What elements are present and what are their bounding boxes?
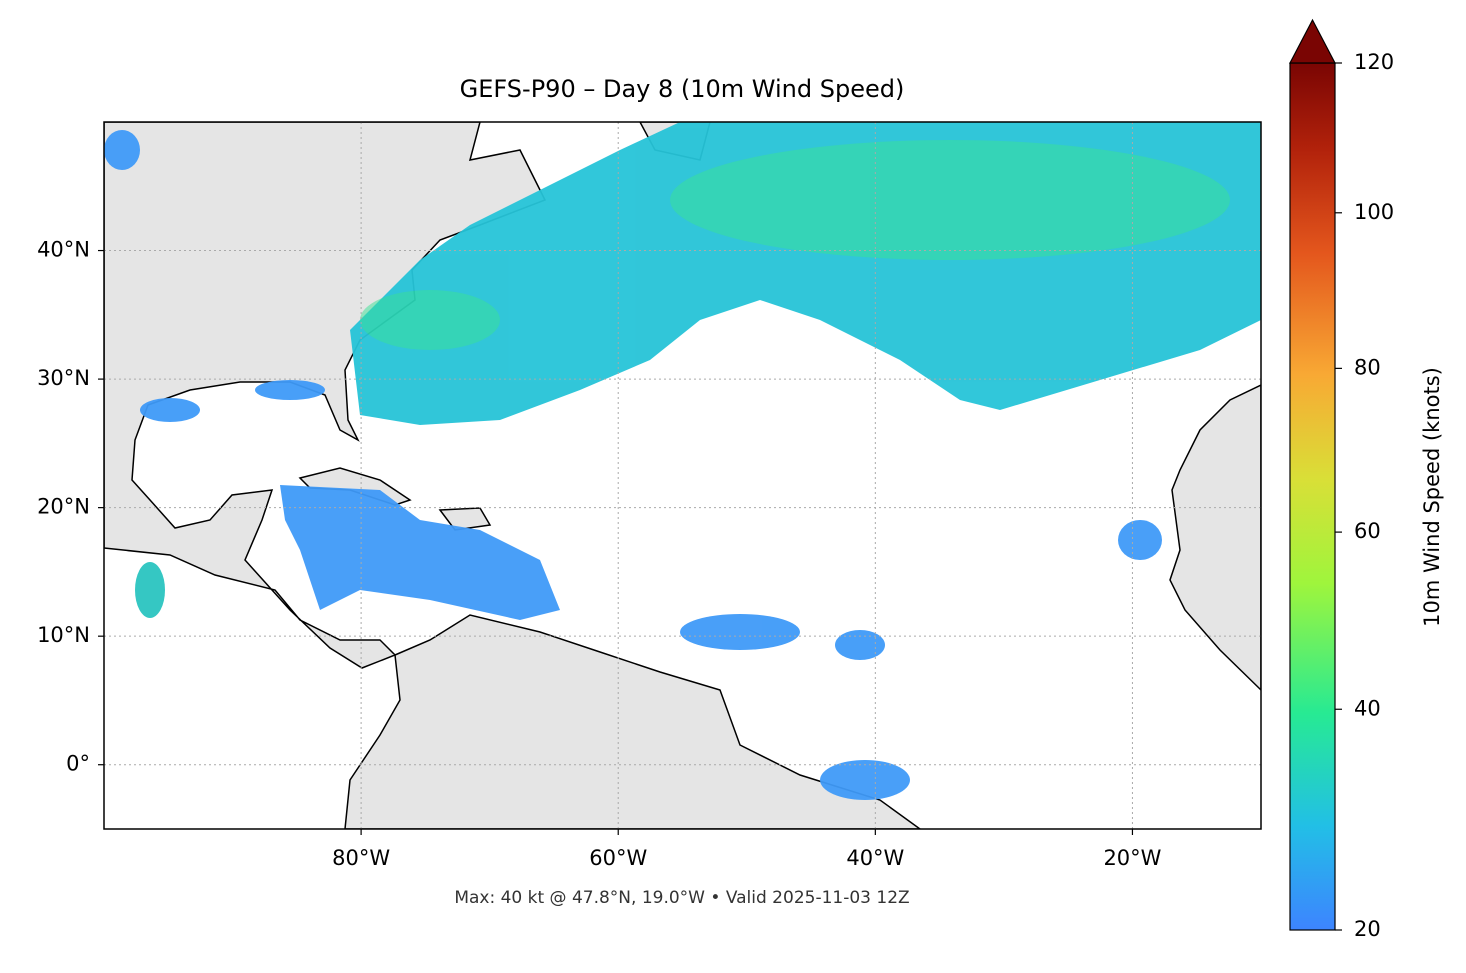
colorbar-tick-label: 60 — [1354, 519, 1381, 543]
y-tick-label: 0° — [66, 752, 90, 776]
y-tick-label: 10°N — [37, 623, 90, 647]
colorbar-tick-label: 100 — [1354, 200, 1394, 224]
y-tick-label: 20°N — [37, 495, 90, 519]
north-america — [104, 122, 547, 669]
x-tick-label: 20°W — [1103, 846, 1161, 870]
y-tick-label: 30°N — [37, 366, 90, 390]
map-axes: 80°W 60°W 40°W 20°W 40°N 30°N 20°N 10°N 0° — [37, 238, 1162, 870]
x-tick-label: 60°W — [589, 846, 647, 870]
colorbar-tick-label: 20 — [1354, 917, 1381, 941]
hispaniola — [438, 507, 492, 531]
colorbar-extension — [1289, 18, 1336, 64]
colorbar-tick-label: 40 — [1354, 696, 1381, 720]
title: GEFS-P90 – Day 8 (10m Wind Speed) — [460, 75, 905, 103]
colorbar-axis: 20 40 60 80 100 120 — [1335, 50, 1394, 941]
y-tick-label: 40°N — [37, 238, 90, 262]
colorbar-tick-label: 80 — [1354, 355, 1381, 379]
map — [104, 122, 1261, 829]
footer: Max: 40 kt @ 47.8°N, 19.0°W • Valid 2025… — [454, 888, 909, 908]
colorbar — [1289, 62, 1336, 931]
x-tick-label: 40°W — [846, 846, 904, 870]
map-frame — [103, 121, 1262, 830]
x-tick-label: 80°W — [332, 846, 390, 870]
africa — [1169, 384, 1261, 692]
wind-field — [104, 122, 1261, 800]
south-america — [344, 614, 922, 829]
colorbar-label: 10m Wind Speed (knots) — [1420, 367, 1444, 627]
colorbar-tick-label: 120 — [1354, 50, 1394, 74]
